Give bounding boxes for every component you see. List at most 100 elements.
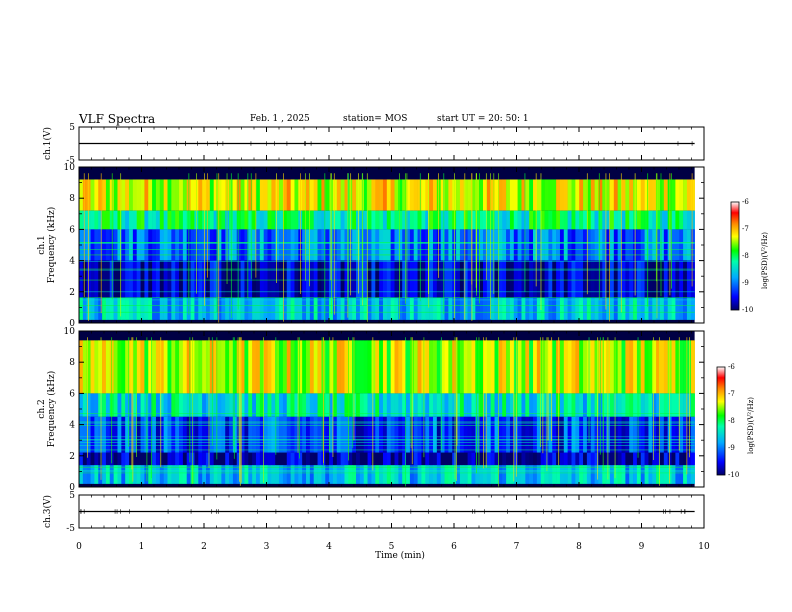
spectrogram-cell	[136, 229, 141, 261]
spectrogram-cell	[471, 452, 476, 466]
spectrogram-cell	[398, 452, 403, 466]
spectrogram-cell	[356, 340, 361, 394]
spectrogram-cell	[125, 298, 130, 320]
x-tick-label: 2	[201, 542, 207, 552]
spectrogram-cell	[294, 210, 299, 230]
spectrogram-cell	[529, 452, 534, 466]
spectrogram-cell	[567, 393, 572, 417]
spectrogram-cell	[236, 465, 241, 484]
spectrogram-cell	[267, 340, 272, 394]
spectrogram-cell	[217, 179, 222, 211]
spectrogram-cell	[140, 393, 145, 417]
spectrogram-cell	[425, 452, 430, 466]
spectrogram-cell	[548, 229, 553, 261]
spectrogram-cell	[636, 452, 642, 466]
spectrogram-cell	[417, 298, 422, 320]
spectrogram-cell	[163, 298, 168, 320]
y-tick-label: 4	[69, 257, 75, 267]
spectrogram-cell	[209, 298, 214, 320]
spectrogram-cell	[517, 260, 522, 299]
spectrogram-cell	[294, 393, 299, 417]
colorbar-ch1-tick: -10	[742, 306, 753, 314]
spectrogram-cell	[86, 393, 91, 417]
spectrogram-cell	[336, 416, 341, 453]
spectrogram-cell	[209, 416, 214, 453]
spectrogram-cell	[548, 298, 553, 320]
spectrogram-cell	[579, 452, 584, 466]
spectrogram-cell	[452, 340, 457, 394]
spectrogram-cell	[579, 416, 584, 453]
spectrogram-cell	[548, 465, 553, 484]
spectrogram-cell	[548, 452, 553, 466]
spectrogram-cell	[586, 179, 592, 211]
spectrogram-cell	[390, 179, 395, 211]
spectrogram-cell	[286, 260, 291, 299]
spectrogram-cell	[525, 179, 530, 211]
spectrogram-cell	[102, 298, 107, 320]
spectrogram-cell	[213, 452, 218, 466]
spectrogram-cell	[413, 452, 418, 466]
spectrogram-cell	[129, 179, 134, 211]
spectrogram-cell	[155, 416, 161, 453]
spectrogram-cell	[159, 340, 164, 394]
spectrogram-cell	[359, 452, 365, 466]
spectrogram-cell	[325, 210, 330, 230]
spectrogram-cell	[671, 210, 676, 230]
spectrogram-cell	[406, 229, 411, 261]
spectrogram-cell	[517, 416, 522, 453]
spectrogram-cell	[379, 393, 384, 417]
spectrogram-cell	[471, 340, 476, 394]
spectrogram-cell	[444, 260, 449, 299]
spectrogram-cell	[171, 179, 176, 211]
spectrogram-cell	[425, 229, 430, 261]
spectrogram-cell	[617, 298, 622, 320]
spectrogram-cell	[559, 229, 565, 261]
spectrogram-cell	[429, 416, 434, 453]
spectrogram-cell	[263, 416, 268, 453]
spectrogram-cell	[533, 416, 538, 453]
spectrogram-cell	[459, 465, 465, 484]
spectrogram-cell	[521, 210, 526, 230]
spectrogram-cell	[82, 260, 87, 299]
spectrogram-cell	[583, 465, 588, 484]
spectrogram-cell	[398, 260, 403, 299]
spectrogram-cell	[329, 416, 334, 453]
spectrogram-cell	[506, 393, 511, 417]
spectrogram-cell	[521, 298, 526, 320]
spectrogram-cell	[425, 416, 430, 453]
spectrogram-cell	[86, 465, 91, 484]
spectrogram-cell	[556, 416, 561, 453]
spectrogram-cell	[663, 452, 668, 466]
spectrogram-cell	[232, 340, 238, 394]
spectrogram-cell	[513, 260, 518, 299]
spectrogram-cell	[194, 465, 199, 484]
spectrogram-cell	[271, 393, 276, 417]
spectrogram-cell	[167, 340, 172, 394]
spectrogram-cell	[652, 179, 657, 211]
spectrogram-cell	[121, 465, 126, 484]
spectrogram-cell	[302, 179, 307, 211]
spectrogram-cell	[475, 465, 480, 484]
spectrogram-cell	[517, 229, 522, 261]
spectrogram-cell	[506, 465, 511, 484]
spectrogram-cell	[129, 340, 134, 394]
spectrogram-cell	[175, 179, 180, 211]
spectrogram-cell	[463, 260, 468, 299]
spectrogram-cell	[448, 452, 453, 466]
spectrogram-cell	[282, 340, 288, 394]
spectrogram-cell	[175, 210, 180, 230]
spectrogram-cell	[429, 298, 434, 320]
spectrogram-cell	[148, 298, 153, 320]
spectrogram-cell	[286, 210, 291, 230]
spectrogram-cell	[625, 210, 630, 230]
spectrogram-cell	[686, 210, 692, 230]
spectrogram-cell	[163, 260, 168, 299]
spectrogram-cell	[479, 416, 484, 453]
spectrogram-cell	[486, 179, 491, 211]
spectrogram-cell	[282, 393, 288, 417]
spectrogram-cell	[394, 340, 399, 394]
spectrogram-cell	[517, 465, 522, 484]
spectrogram-cell	[459, 179, 465, 211]
y-tick-label: 0	[69, 319, 75, 329]
spectrogram-cell	[167, 416, 172, 453]
